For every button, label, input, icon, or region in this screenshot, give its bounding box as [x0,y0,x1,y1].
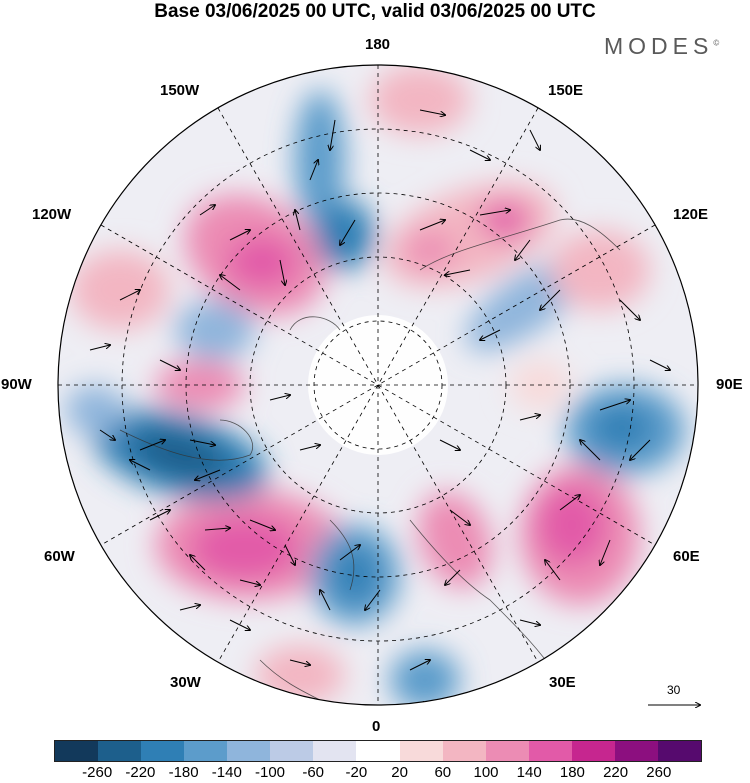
brand-text: MODES [604,33,714,59]
lon-label-90e: 90E [716,376,743,393]
colorbar-swatch [313,741,357,761]
lon-label-0: 0 [372,718,381,735]
colorbar-tick-label: -220 [125,764,156,781]
lon-label-180: 180 [365,36,391,53]
colorbar-tick-label: 260 [646,764,672,781]
colorbar-tick-label: -20 [345,764,368,781]
colorbar-ticks: -260 -220 -180 -140 -100 -60 -20 20 60 100 140 180 2… [54,764,702,782]
colorbar-swatch [227,741,271,761]
colorbar-swatch [270,741,314,761]
map-border [57,64,699,706]
colorbar-tick-label: -180 [168,764,199,781]
colorbar [54,740,702,762]
colorbar-tick-label: 220 [603,764,629,781]
colorbar-swatch [657,741,701,761]
colorbar-swatch [571,741,615,761]
lon-label-150w: 150W [160,82,200,99]
lon-label-150e: 150E [548,82,584,99]
colorbar-swatch [614,741,658,761]
colorbar-swatch [141,741,185,761]
lon-label-120e: 120E [673,206,709,223]
colorbar-swatch [184,741,228,761]
colorbar-tick-label: 140 [516,764,542,781]
colorbar-tick-label: 20 [391,764,408,781]
colorbar-swatch [528,741,572,761]
colorbar-tick-label: 60 [434,764,452,781]
colorbar-tick-label: 180 [559,764,585,781]
colorbar-swatch [98,741,142,761]
brand-mark: © [713,38,720,48]
colorbar-swatch [485,741,529,761]
lon-label-60w: 60W [44,548,75,565]
lon-label-90w: 90W [1,376,32,393]
colorbar-tick-label: -60 [302,764,325,781]
colorbar-tick-label: -140 [211,764,242,781]
colorbar-swatch [442,741,486,761]
colorbar-swatch [399,741,443,761]
modes-logo: MODES© [604,33,719,60]
lon-label-60e: 60E [673,548,700,565]
map-title: Base 03/06/2025 00 UTC, valid 03/06/2025… [154,1,596,22]
lon-label-30w: 30W [170,674,201,691]
colorbar-swatch [55,741,99,761]
reference-vector-label: 30 [667,683,681,697]
colorbar-tick-label: -260 [82,764,113,781]
colorbar-swatch [356,741,400,761]
colorbar-tick-label: 100 [473,764,499,781]
anomaly-field [58,65,698,705]
lon-label-30e: 30E [549,674,576,691]
lon-label-120w: 120W [32,206,72,223]
colorbar-tick-label: -100 [254,764,286,781]
